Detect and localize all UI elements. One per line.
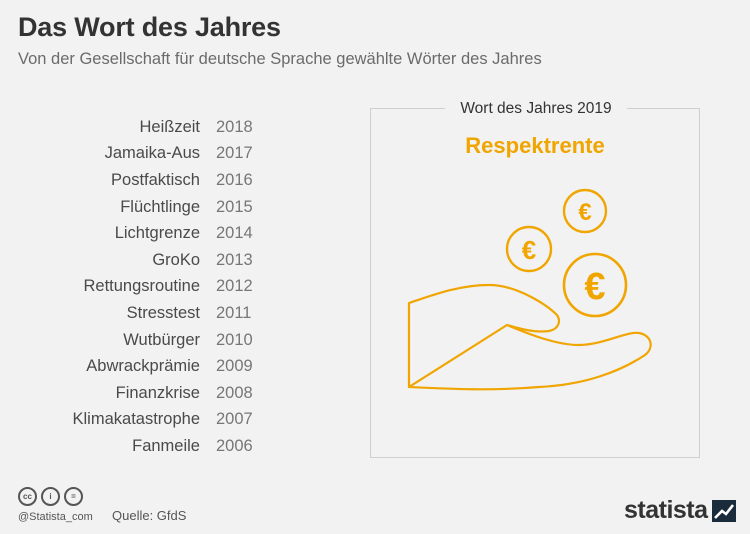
source-note: Quelle: GfdS [112,508,186,523]
coin-symbol: € [578,199,591,226]
year-label: 2018 [216,118,276,137]
brand-logo[interactable]: statista [624,496,736,525]
year-label: 2015 [216,198,276,217]
year-label: 2013 [216,251,276,270]
statista-logo-icon [712,500,736,522]
attribution-icon: i [41,487,60,506]
no-derivatives-icon: = [64,487,83,506]
word-label: Stresstest [60,304,216,323]
word-label: Flüchtlinge [60,198,216,217]
brand-name: statista [624,496,708,525]
year-label: 2006 [216,437,276,456]
year-label: 2016 [216,171,276,190]
word-label: Finanzkrise [60,384,216,403]
word-row: Heißzeit 2018 [60,114,280,141]
year-label: 2008 [216,384,276,403]
coin-symbol: € [584,266,605,308]
word-label: Jamaika-Aus [60,144,216,163]
year-label: 2012 [216,277,276,296]
word-row: Rettungsroutine 2012 [60,274,280,301]
highlight-card: Wort des Jahres 2019 Respektrente € € € [370,108,700,458]
word-row: Jamaika-Aus 2017 [60,141,280,168]
word-row: Wutbürger 2010 [60,327,280,354]
page-title: Das Wort des Jahres [18,12,281,43]
word-row: Finanzkrise 2008 [60,380,280,407]
word-list: Heißzeit 2018 Jamaika-Aus 2017 Postfaktisch 2… [60,114,280,460]
year-label: 2010 [216,331,276,350]
word-label: GroKo [60,251,216,270]
year-label: 2017 [216,144,276,163]
word-label: Klimakatastrophe [60,410,216,429]
year-label: 2009 [216,357,276,376]
word-row: Klimakatastrophe 2007 [60,407,280,434]
cc-license-icon: cc [18,487,37,506]
word-row: Abwrackprämie 2009 [60,353,280,380]
word-row: Fanmeile 2006 [60,433,280,460]
word-label: Heißzeit [60,118,216,137]
word-label: Fanmeile [60,437,216,456]
hand-with-euro-coins-icon: € € € [371,109,701,459]
word-row: GroKo 2013 [60,247,280,274]
word-label: Abwrackprämie [60,357,216,376]
word-label: Wutbürger [60,331,216,350]
page-subtitle: Von der Gesellschaft für deutsche Sprach… [18,50,542,69]
word-row: Lichtgrenze 2014 [60,220,280,247]
year-label: 2011 [216,304,276,323]
coin-symbol: € [522,235,536,265]
license-icons: cc i = [18,487,83,506]
word-label: Lichtgrenze [60,224,216,243]
word-row: Stresstest 2011 [60,300,280,327]
word-row: Postfaktisch 2016 [60,167,280,194]
year-label: 2014 [216,224,276,243]
year-label: 2007 [216,410,276,429]
word-row: Flüchtlinge 2015 [60,194,280,221]
social-handle[interactable]: @Statista_com [18,511,93,523]
word-label: Postfaktisch [60,171,216,190]
word-label: Rettungsroutine [60,277,216,296]
